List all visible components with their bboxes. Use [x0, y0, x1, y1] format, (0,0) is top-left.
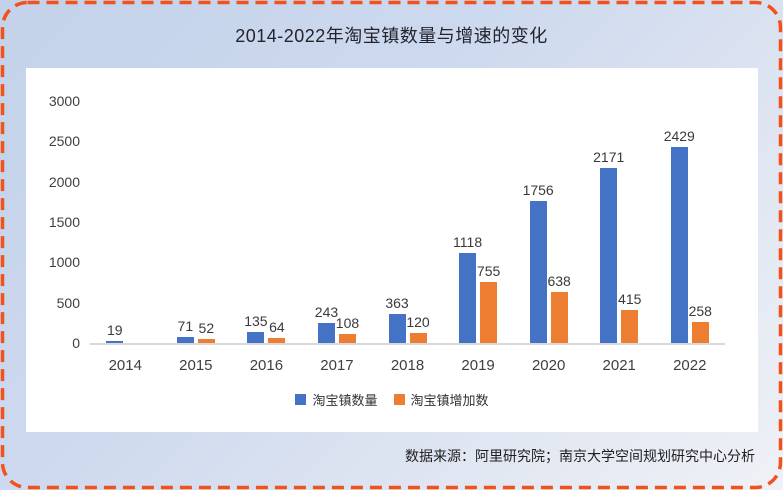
count-value-label: 19: [106, 322, 123, 339]
y-tick-label: 3000: [48, 93, 80, 109]
y-tick-label: 0: [72, 335, 80, 351]
count-bar: [106, 341, 124, 343]
bar-slot: 243: [314, 101, 339, 343]
bar-group: 363 120: [372, 101, 443, 343]
increase-bar: [550, 291, 568, 343]
bar-group: 1756 638: [513, 101, 584, 343]
increase-value-label: 638: [547, 272, 571, 289]
bar-slot: 135: [244, 101, 268, 343]
bar-slot: 71: [176, 101, 194, 343]
increase-value-label: 52: [198, 319, 215, 336]
bar-group: 1118 755: [443, 101, 514, 343]
legend-label: 淘宝镇数量: [312, 393, 378, 408]
count-bar: [600, 167, 618, 343]
legend-item: 淘宝镇增加数: [393, 390, 489, 409]
count-value-label: 1756: [522, 182, 554, 199]
x-tick-label: 2018: [390, 357, 425, 374]
bar-group: 135 64: [231, 101, 302, 343]
chart-title: 2014-2022年淘宝镇数量与增速的变化: [235, 26, 548, 46]
x-tick-label: 2016: [249, 357, 284, 374]
x-tick-label: 2015: [179, 357, 213, 374]
source-note: 数据来源：阿里研究院；南京大学空间规划研究中心分析: [405, 448, 755, 464]
increase-bar: [480, 282, 498, 343]
count-value-label: 135: [244, 313, 268, 330]
bar-slot: 363: [385, 101, 409, 343]
bar-group: 243 108: [302, 101, 373, 343]
bar-slot: 120: [406, 101, 430, 343]
increase-bar: [268, 337, 286, 343]
x-tick-label: 2021: [602, 357, 636, 374]
y-axis: 0 500 1000 1500 2000 2500 3000: [26, 93, 80, 351]
bar-group: 71 52: [161, 101, 232, 343]
bar-slot: 1756: [523, 101, 554, 343]
increase-bar: [691, 322, 709, 343]
x-tick-label: 2020: [531, 357, 566, 374]
bar-slot: 108: [335, 101, 360, 343]
bar-slot: 415: [618, 101, 642, 343]
count-bar: [670, 147, 688, 343]
y-tick-label: 2000: [48, 173, 80, 190]
bar-slot: 755: [476, 101, 501, 343]
bar-slot: [127, 101, 144, 343]
increase-legend-swatch: [393, 394, 405, 405]
increase-value-label: 415: [618, 290, 642, 307]
increase-value-label: 120: [406, 314, 430, 331]
increase-bar: [338, 334, 356, 343]
count-value-label: 1118: [453, 233, 483, 250]
x-tick-label: 2014: [108, 357, 142, 374]
legend-item: 淘宝镇数量: [295, 390, 378, 409]
bar-group: 2429 258: [655, 101, 726, 343]
y-tick-label: 2500: [48, 133, 80, 150]
bar-slot: 638: [547, 101, 571, 343]
count-bar: [247, 332, 265, 343]
x-tick-label: 2017: [320, 357, 354, 374]
count-legend-swatch: [295, 394, 307, 405]
y-tick-label: 500: [56, 294, 80, 311]
increase-bar: [409, 333, 427, 343]
count-bar: [388, 313, 406, 343]
bar-slot: 1118: [453, 101, 482, 343]
count-value-label: 363: [385, 294, 409, 311]
increase-value-label: 108: [335, 315, 360, 332]
plot-area: 19 71 52 135 64 243 108 363 120 1118 755 1756 638 217…: [90, 101, 725, 345]
count-bar: [529, 201, 547, 343]
x-tick-label: 2022: [673, 357, 707, 374]
x-tick-label: 2019: [461, 357, 495, 374]
bar-slot: 258: [688, 101, 712, 343]
count-value-label: 2171: [593, 148, 625, 165]
count-value-label: 243: [314, 304, 339, 321]
bar-slot: 19: [106, 101, 124, 343]
increase-value-label: 64: [269, 318, 285, 335]
bar-group: 2171 415: [584, 101, 655, 343]
count-bar: [176, 337, 194, 343]
legend-label: 淘宝镇增加数: [410, 393, 489, 408]
bar-group: 19: [90, 101, 161, 343]
count-bar: [317, 323, 335, 343]
y-tick-label: 1500: [48, 214, 80, 230]
count-bar: [459, 252, 477, 343]
count-value-label: 71: [177, 318, 194, 335]
y-tick-label: 1000: [48, 254, 80, 271]
increase-value-label: 755: [476, 263, 501, 280]
increase-bar: [197, 338, 215, 343]
increase-value-label: 258: [688, 303, 712, 320]
bar-slot: 2429: [664, 101, 695, 343]
bar-slot: 52: [197, 101, 215, 343]
chart-card: 0 500 1000 1500 2000 2500 3000 19 71 52 135 64 243 1…: [26, 68, 758, 432]
bar-slot: 2171: [593, 101, 624, 343]
bar-slot: 64: [268, 101, 286, 343]
x-axis-labels: 2014 2015 2016 2017 2018 2019 2020 2021 2022: [90, 357, 725, 374]
legend: 淘宝镇数量 淘宝镇增加数: [26, 390, 758, 409]
count-value-label: 2429: [663, 128, 695, 145]
increase-bar: [621, 309, 639, 343]
